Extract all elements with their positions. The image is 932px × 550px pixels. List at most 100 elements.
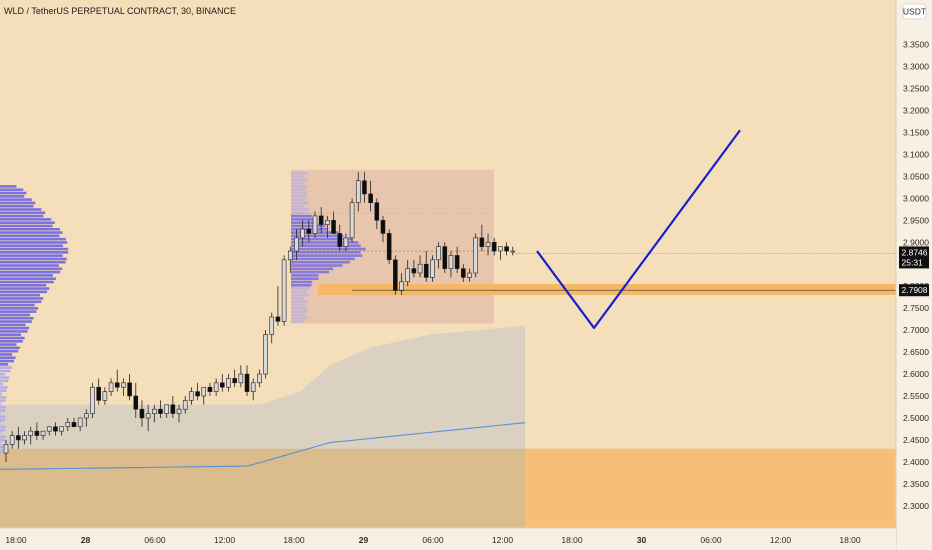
candle-body[interactable]	[46, 426, 52, 432]
candle-body[interactable]	[269, 316, 275, 335]
candle-body[interactable]	[417, 263, 423, 274]
candle-body[interactable]	[213, 382, 219, 392]
candle-body[interactable]	[442, 246, 448, 269]
candle-body[interactable]	[152, 408, 157, 414]
candle-body[interactable]	[145, 413, 151, 419]
candle-body[interactable]	[467, 272, 472, 278]
candle-body[interactable]	[263, 334, 268, 375]
y-tick-label: 2.6500	[903, 347, 929, 357]
candle-body[interactable]	[127, 382, 132, 397]
candle-body[interactable]	[257, 373, 262, 384]
candle-body[interactable]	[34, 430, 40, 436]
candle-body[interactable]	[405, 268, 411, 283]
candle-body[interactable]	[479, 237, 485, 247]
candle-body[interactable]	[423, 263, 429, 278]
candle-body[interactable]	[65, 422, 71, 428]
price-axis[interactable]: USDT 3.3500 3.3000 3.2500 3.2000 3.1500 3.1000…	[895, 0, 932, 550]
candle-body[interactable]	[201, 386, 207, 397]
volume-bar	[0, 366, 13, 369]
candle-body[interactable]	[281, 259, 287, 322]
candle-body[interactable]	[287, 250, 293, 261]
candle-body[interactable]	[250, 382, 256, 392]
candle-body[interactable]	[337, 233, 343, 247]
candle-body[interactable]	[355, 180, 361, 204]
candle-body[interactable]	[473, 237, 478, 274]
candle-body[interactable]	[90, 386, 95, 414]
volume-bar	[0, 399, 6, 402]
candle-body[interactable]	[59, 426, 64, 432]
candle-body[interactable]	[133, 395, 139, 410]
candle-body[interactable]	[349, 202, 355, 239]
candle-body[interactable]	[300, 228, 305, 239]
candle-body[interactable]	[436, 246, 441, 261]
candle-body[interactable]	[3, 444, 9, 454]
candle-body[interactable]	[158, 408, 163, 414]
candle-body[interactable]	[195, 391, 200, 397]
candle-body[interactable]	[275, 316, 281, 322]
candle-body[interactable]	[53, 426, 58, 432]
candle-body[interactable]	[102, 391, 108, 401]
candle-body[interactable]	[84, 413, 89, 419]
candle-body[interactable]	[374, 202, 380, 221]
candle-body[interactable]	[331, 219, 336, 234]
candle-body[interactable]	[16, 435, 21, 441]
candle-body[interactable]	[22, 435, 27, 441]
candles-layer[interactable]	[3, 171, 516, 462]
candle-body[interactable]	[510, 250, 516, 253]
candle-body[interactable]	[232, 378, 237, 384]
candle-body[interactable]	[121, 382, 126, 388]
candle-body[interactable]	[386, 233, 392, 261]
candle-body[interactable]	[226, 378, 231, 388]
candle-body[interactable]	[485, 241, 491, 247]
volume-bar	[0, 234, 60, 238]
candle-body[interactable]	[368, 193, 373, 204]
candle-body[interactable]	[28, 430, 34, 436]
candle-body[interactable]	[40, 430, 46, 436]
candle-body[interactable]	[77, 417, 83, 428]
candle-body[interactable]	[448, 255, 454, 269]
drawings-layer[interactable]	[352, 129, 896, 330]
candle-body[interactable]	[189, 391, 194, 401]
candle-body[interactable]	[399, 281, 404, 291]
candle-body[interactable]	[504, 246, 509, 252]
candle-body[interactable]	[325, 219, 330, 225]
candle-body[interactable]	[207, 386, 213, 392]
candle-body[interactable]	[393, 259, 398, 291]
candle-body[interactable]	[411, 268, 417, 274]
volume-bar	[0, 254, 63, 257]
candle-body[interactable]	[318, 215, 324, 225]
candle-body[interactable]	[182, 400, 188, 410]
candle-body[interactable]	[461, 268, 466, 278]
candle-body[interactable]	[170, 404, 176, 414]
candle-body[interactable]	[362, 180, 367, 195]
candle-body[interactable]	[498, 246, 503, 252]
candle-body[interactable]	[430, 259, 435, 278]
candle-body[interactable]	[96, 386, 101, 401]
volume-bar	[0, 369, 11, 373]
volume-bar	[0, 330, 28, 333]
candle-body[interactable]	[312, 215, 318, 234]
candle-body[interactable]	[343, 237, 349, 247]
candle-body[interactable]	[108, 382, 114, 392]
candle-body[interactable]	[9, 435, 15, 445]
candle-body[interactable]	[164, 404, 169, 414]
candle-body[interactable]	[380, 219, 386, 234]
candle-body[interactable]	[139, 408, 145, 419]
candle-body[interactable]	[294, 237, 299, 252]
x-tick-label: 06:00	[144, 535, 166, 545]
candle-body[interactable]	[454, 255, 460, 269]
currency-button[interactable]	[902, 3, 927, 20]
candle-body[interactable]	[114, 382, 120, 388]
projection-path[interactable]	[536, 129, 741, 330]
range-volume-bar	[291, 303, 306, 307]
candle-body[interactable]	[491, 241, 497, 252]
candle-body[interactable]	[244, 373, 250, 392]
candle-body[interactable]	[176, 408, 182, 414]
candle-body[interactable]	[238, 373, 244, 384]
time-axis[interactable]: 18:00 28 06:00 12:00 18:00 29 06:00 12:00 18:00 3…	[0, 527, 896, 550]
candle-body[interactable]	[71, 422, 77, 428]
candle-body[interactable]	[306, 228, 312, 234]
candle-body[interactable]	[220, 382, 225, 388]
